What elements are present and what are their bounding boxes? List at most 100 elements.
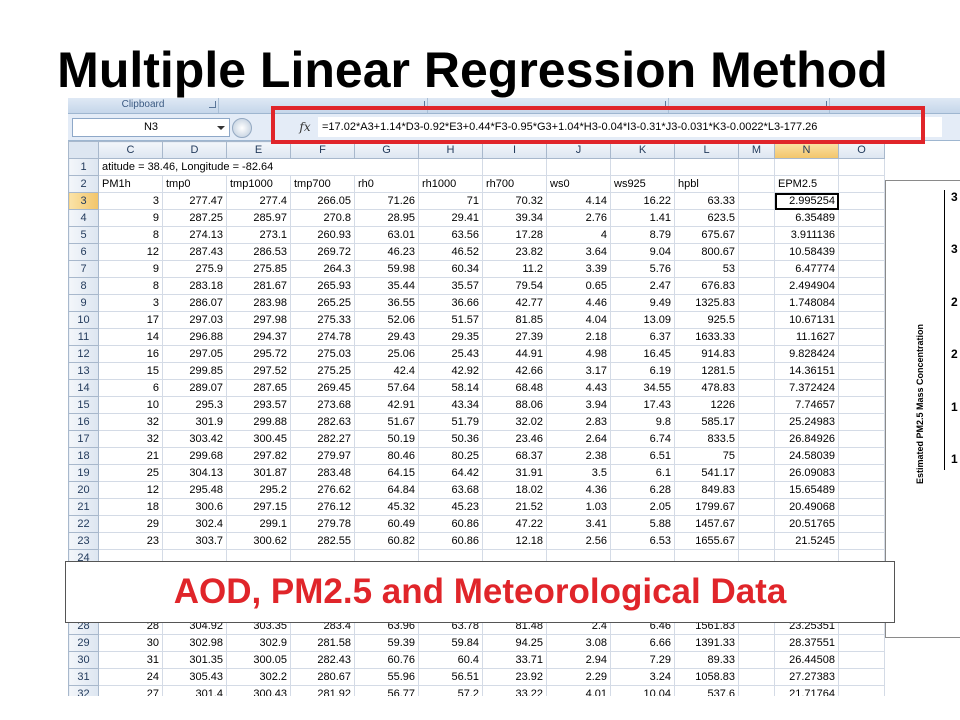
cell[interactable]: 6.19 bbox=[610, 362, 675, 380]
cell[interactable]: 1.03 bbox=[546, 498, 611, 516]
cell[interactable]: 283.48 bbox=[290, 464, 355, 482]
cell[interactable]: 4 bbox=[546, 226, 611, 244]
cell[interactable]: 303.42 bbox=[162, 430, 227, 448]
fx-icon[interactable]: fx bbox=[299, 120, 311, 134]
cell[interactable] bbox=[738, 396, 775, 414]
cell[interactable]: 3.41 bbox=[546, 515, 611, 533]
row-header[interactable]: 4 bbox=[68, 209, 99, 227]
row-header[interactable]: 7 bbox=[68, 260, 99, 278]
cell[interactable]: 63.56 bbox=[418, 226, 483, 244]
cell-row1-text[interactable]: atitude = 38.46, Longitude = -82.64 bbox=[98, 158, 419, 176]
cell[interactable]: 11.2 bbox=[482, 260, 547, 278]
cell[interactable]: 282.63 bbox=[290, 413, 355, 431]
cell[interactable]: 39.34 bbox=[482, 209, 547, 227]
cell[interactable] bbox=[738, 192, 775, 210]
cell[interactable]: 12.18 bbox=[482, 532, 547, 550]
cell[interactable]: 28.95 bbox=[354, 209, 419, 227]
cell[interactable] bbox=[738, 651, 775, 669]
cell[interactable]: 60.86 bbox=[418, 515, 483, 533]
cell[interactable]: 301.35 bbox=[162, 651, 227, 669]
cell[interactable] bbox=[838, 294, 885, 312]
cell[interactable]: 1655.67 bbox=[674, 532, 739, 550]
cell[interactable] bbox=[738, 328, 775, 346]
cell[interactable]: 21.71764 bbox=[774, 685, 839, 696]
cell[interactable] bbox=[838, 311, 885, 329]
cell[interactable] bbox=[838, 651, 885, 669]
cell[interactable]: 1.748084 bbox=[774, 294, 839, 312]
cell[interactable]: 25.43 bbox=[418, 345, 483, 363]
cell[interactable]: 6.53 bbox=[610, 532, 675, 550]
cell[interactable] bbox=[738, 668, 775, 686]
cell[interactable]: 13.09 bbox=[610, 311, 675, 329]
header-cell[interactable]: tmp700 bbox=[290, 175, 355, 193]
cell[interactable]: 9.04 bbox=[610, 243, 675, 261]
cell[interactable] bbox=[838, 243, 885, 261]
cell[interactable]: 3.911136 bbox=[774, 226, 839, 244]
cell[interactable] bbox=[738, 311, 775, 329]
cell[interactable]: 585.17 bbox=[674, 413, 739, 431]
cell[interactable] bbox=[418, 158, 483, 176]
cell[interactable]: 297.82 bbox=[226, 447, 291, 465]
cell[interactable]: 296.88 bbox=[162, 328, 227, 346]
cell[interactable]: 2.64 bbox=[546, 430, 611, 448]
cell[interactable]: 273.1 bbox=[226, 226, 291, 244]
cell[interactable]: 304.13 bbox=[162, 464, 227, 482]
row-header[interactable]: 3 bbox=[68, 192, 99, 210]
cell[interactable]: 9.828424 bbox=[774, 345, 839, 363]
cell[interactable]: 33.71 bbox=[482, 651, 547, 669]
cell[interactable]: 60.49 bbox=[354, 515, 419, 533]
cell[interactable]: 71.26 bbox=[354, 192, 419, 210]
cell[interactable]: 5.88 bbox=[610, 515, 675, 533]
cell[interactable]: 277.47 bbox=[162, 192, 227, 210]
cell[interactable]: 6.51 bbox=[610, 447, 675, 465]
cell[interactable]: 8.79 bbox=[610, 226, 675, 244]
cell[interactable]: 53 bbox=[674, 260, 739, 278]
cell[interactable]: 80.25 bbox=[418, 447, 483, 465]
dialog-launcher-icon[interactable] bbox=[209, 101, 216, 108]
cell[interactable]: 303.7 bbox=[162, 532, 227, 550]
cell[interactable]: 265.93 bbox=[290, 277, 355, 295]
cell[interactable]: 7.29 bbox=[610, 651, 675, 669]
cell[interactable]: 64.15 bbox=[354, 464, 419, 482]
cell[interactable]: 63.33 bbox=[674, 192, 739, 210]
row-header[interactable]: 32 bbox=[68, 685, 99, 696]
cell[interactable]: 1799.67 bbox=[674, 498, 739, 516]
cell[interactable]: 279.78 bbox=[290, 515, 355, 533]
cell[interactable]: 18.02 bbox=[482, 481, 547, 499]
cell[interactable]: 12 bbox=[98, 481, 163, 499]
cell[interactable]: 26.09083 bbox=[774, 464, 839, 482]
cell[interactable] bbox=[774, 158, 839, 176]
cell[interactable]: 297.52 bbox=[226, 362, 291, 380]
column-header[interactable]: M bbox=[738, 141, 775, 159]
cell[interactable]: 64.84 bbox=[354, 481, 419, 499]
cell[interactable]: 88.06 bbox=[482, 396, 547, 414]
cell[interactable]: 285.97 bbox=[226, 209, 291, 227]
cell[interactable]: 45.23 bbox=[418, 498, 483, 516]
cell[interactable]: 281.58 bbox=[290, 634, 355, 652]
cell[interactable] bbox=[838, 192, 885, 210]
cell[interactable]: 23.92 bbox=[482, 668, 547, 686]
header-cell[interactable]: ws925 bbox=[610, 175, 675, 193]
cell[interactable]: 17.28 bbox=[482, 226, 547, 244]
cell[interactable] bbox=[838, 532, 885, 550]
cell[interactable]: 36.66 bbox=[418, 294, 483, 312]
cell[interactable]: 89.33 bbox=[674, 651, 739, 669]
cell[interactable]: 59.98 bbox=[354, 260, 419, 278]
header-cell[interactable] bbox=[738, 175, 775, 193]
cell[interactable]: 4.46 bbox=[546, 294, 611, 312]
cell[interactable]: 46.23 bbox=[354, 243, 419, 261]
cell[interactable]: 56.77 bbox=[354, 685, 419, 696]
cell[interactable]: 47.22 bbox=[482, 515, 547, 533]
cell[interactable]: 6.37 bbox=[610, 328, 675, 346]
cell[interactable]: 264.3 bbox=[290, 260, 355, 278]
cell[interactable]: 297.15 bbox=[226, 498, 291, 516]
cell[interactable]: 14.36151 bbox=[774, 362, 839, 380]
cell[interactable] bbox=[610, 158, 675, 176]
cell[interactable]: 25.06 bbox=[354, 345, 419, 363]
cell[interactable] bbox=[738, 464, 775, 482]
cell[interactable]: 63.01 bbox=[354, 226, 419, 244]
cell[interactable]: 17.43 bbox=[610, 396, 675, 414]
cell[interactable]: 44.91 bbox=[482, 345, 547, 363]
cell[interactable]: 273.68 bbox=[290, 396, 355, 414]
cell[interactable]: 64.42 bbox=[418, 464, 483, 482]
